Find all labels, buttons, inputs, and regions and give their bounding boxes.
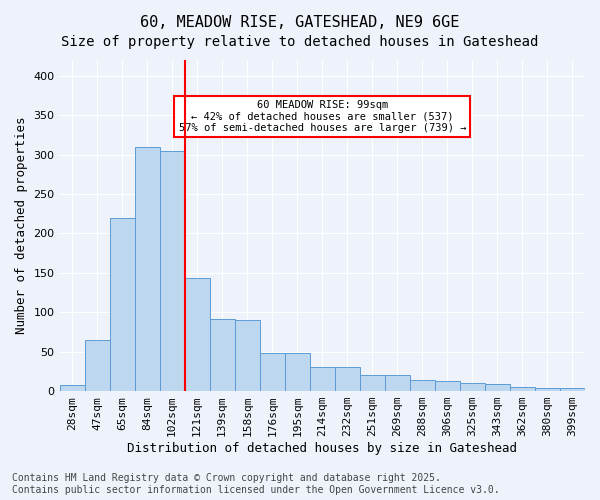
Bar xyxy=(85,340,110,391)
Bar xyxy=(235,320,260,391)
Bar xyxy=(209,318,235,391)
Bar xyxy=(110,218,134,391)
Bar xyxy=(485,384,510,391)
X-axis label: Distribution of detached houses by size in Gateshead: Distribution of detached houses by size … xyxy=(127,442,517,455)
Text: 60 MEADOW RISE: 99sqm
← 42% of detached houses are smaller (537)
57% of semi-det: 60 MEADOW RISE: 99sqm ← 42% of detached … xyxy=(179,100,466,133)
Bar xyxy=(460,383,485,391)
Y-axis label: Number of detached properties: Number of detached properties xyxy=(15,117,28,334)
Bar xyxy=(335,368,360,391)
Bar xyxy=(134,146,160,391)
Bar xyxy=(560,388,585,391)
Bar xyxy=(410,380,435,391)
Bar xyxy=(310,368,335,391)
Text: 60, MEADOW RISE, GATESHEAD, NE9 6GE: 60, MEADOW RISE, GATESHEAD, NE9 6GE xyxy=(140,15,460,30)
Bar xyxy=(185,278,209,391)
Text: Size of property relative to detached houses in Gateshead: Size of property relative to detached ho… xyxy=(61,35,539,49)
Text: Contains HM Land Registry data © Crown copyright and database right 2025.
Contai: Contains HM Land Registry data © Crown c… xyxy=(12,474,500,495)
Bar xyxy=(510,387,535,391)
Bar xyxy=(435,381,460,391)
Bar xyxy=(385,376,410,391)
Bar xyxy=(535,388,560,391)
Bar xyxy=(160,150,185,391)
Bar xyxy=(260,353,285,391)
Bar xyxy=(59,385,85,391)
Bar xyxy=(285,353,310,391)
Bar xyxy=(360,376,385,391)
